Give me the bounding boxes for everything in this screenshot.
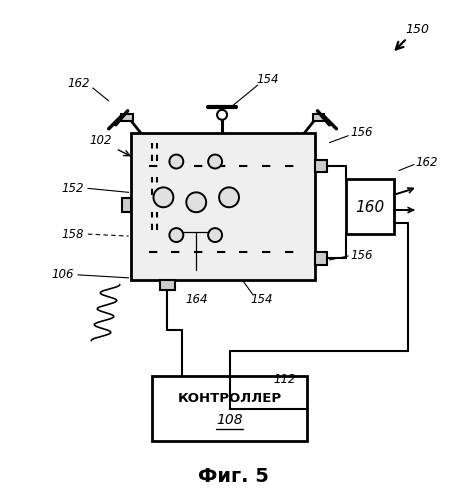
Circle shape <box>219 188 239 208</box>
Text: 162: 162 <box>68 78 90 90</box>
Text: 156: 156 <box>350 250 373 262</box>
Text: 106: 106 <box>52 268 74 281</box>
Text: 108: 108 <box>216 413 243 427</box>
Text: 160: 160 <box>355 200 385 215</box>
Bar <box>131 132 314 280</box>
Circle shape <box>170 228 184 242</box>
Circle shape <box>208 154 222 168</box>
Text: 112: 112 <box>274 372 296 386</box>
Text: 154: 154 <box>251 293 273 306</box>
Bar <box>161 280 175 290</box>
Circle shape <box>154 188 173 208</box>
Bar <box>153 376 306 441</box>
Circle shape <box>186 192 206 212</box>
Text: 102: 102 <box>90 134 112 147</box>
Circle shape <box>170 154 184 168</box>
Circle shape <box>217 110 227 120</box>
Bar <box>347 180 394 234</box>
Text: 162: 162 <box>416 156 438 169</box>
Bar <box>314 252 327 265</box>
Text: 156: 156 <box>350 126 373 139</box>
Text: 150: 150 <box>405 23 429 36</box>
Text: 158: 158 <box>62 228 84 240</box>
Text: Фиг. 5: Фиг. 5 <box>198 467 269 486</box>
Text: 164: 164 <box>185 293 207 306</box>
Text: 154: 154 <box>256 72 279 86</box>
Bar <box>314 160 327 172</box>
Text: 152: 152 <box>62 182 84 195</box>
Bar <box>312 114 325 121</box>
Text: КОНТРОЛЛЕР: КОНТРОЛЛЕР <box>177 392 282 406</box>
Bar <box>120 114 133 121</box>
Bar <box>122 198 131 212</box>
Circle shape <box>208 228 222 242</box>
